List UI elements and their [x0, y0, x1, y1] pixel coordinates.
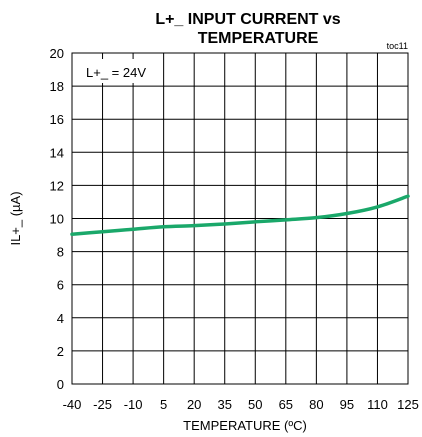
x-tick-label: -40	[63, 397, 82, 412]
y-tick-label: 16	[50, 112, 64, 127]
y-tick-label: 6	[57, 278, 64, 293]
y-tick-label: 14	[50, 145, 64, 160]
x-tick-label: 110	[367, 397, 388, 412]
chart-title-line2: TEMPERATURE	[198, 30, 319, 47]
y-tick-label: 10	[50, 212, 64, 227]
y-tick-label: 2	[57, 344, 64, 359]
y-axis-ticks: 0 2 4 6 8 10 12 14 16 18 20	[50, 46, 64, 392]
y-tick-label: 4	[57, 311, 64, 326]
y-tick-label: 0	[57, 377, 64, 392]
x-tick-label: -25	[93, 397, 112, 412]
y-tick-label: 8	[57, 245, 64, 260]
x-tick-label: -10	[124, 397, 143, 412]
grid	[71, 52, 409, 385]
y-tick-label: 18	[50, 79, 64, 94]
y-axis-label: IL+_ (µA)	[8, 191, 23, 245]
x-tick-label: 20	[187, 397, 201, 412]
x-tick-label: 80	[309, 397, 323, 412]
chart-title-line1: L+_ INPUT CURRENT vs	[155, 11, 340, 28]
x-axis-label: TEMPERATURE (ºC)	[183, 418, 307, 433]
x-tick-label: 35	[217, 397, 231, 412]
y-tick-label: 20	[50, 46, 64, 61]
annotation-label: L+_ = 24V	[86, 65, 146, 80]
x-tick-label: 65	[279, 397, 293, 412]
x-axis-ticks: -40 -25 -10 5 20 35 50 65 80 95 110 125	[63, 397, 419, 412]
x-tick-label: 5	[160, 397, 167, 412]
series-line	[70, 194, 410, 236]
x-tick-label: 125	[397, 397, 419, 412]
plot-frame	[71, 52, 409, 385]
figure-id-label: toc11	[387, 41, 408, 51]
annotation-box	[78, 59, 160, 83]
y-tick-label: 12	[50, 178, 64, 193]
x-tick-label: 50	[248, 397, 262, 412]
x-tick-label: 95	[340, 397, 354, 412]
